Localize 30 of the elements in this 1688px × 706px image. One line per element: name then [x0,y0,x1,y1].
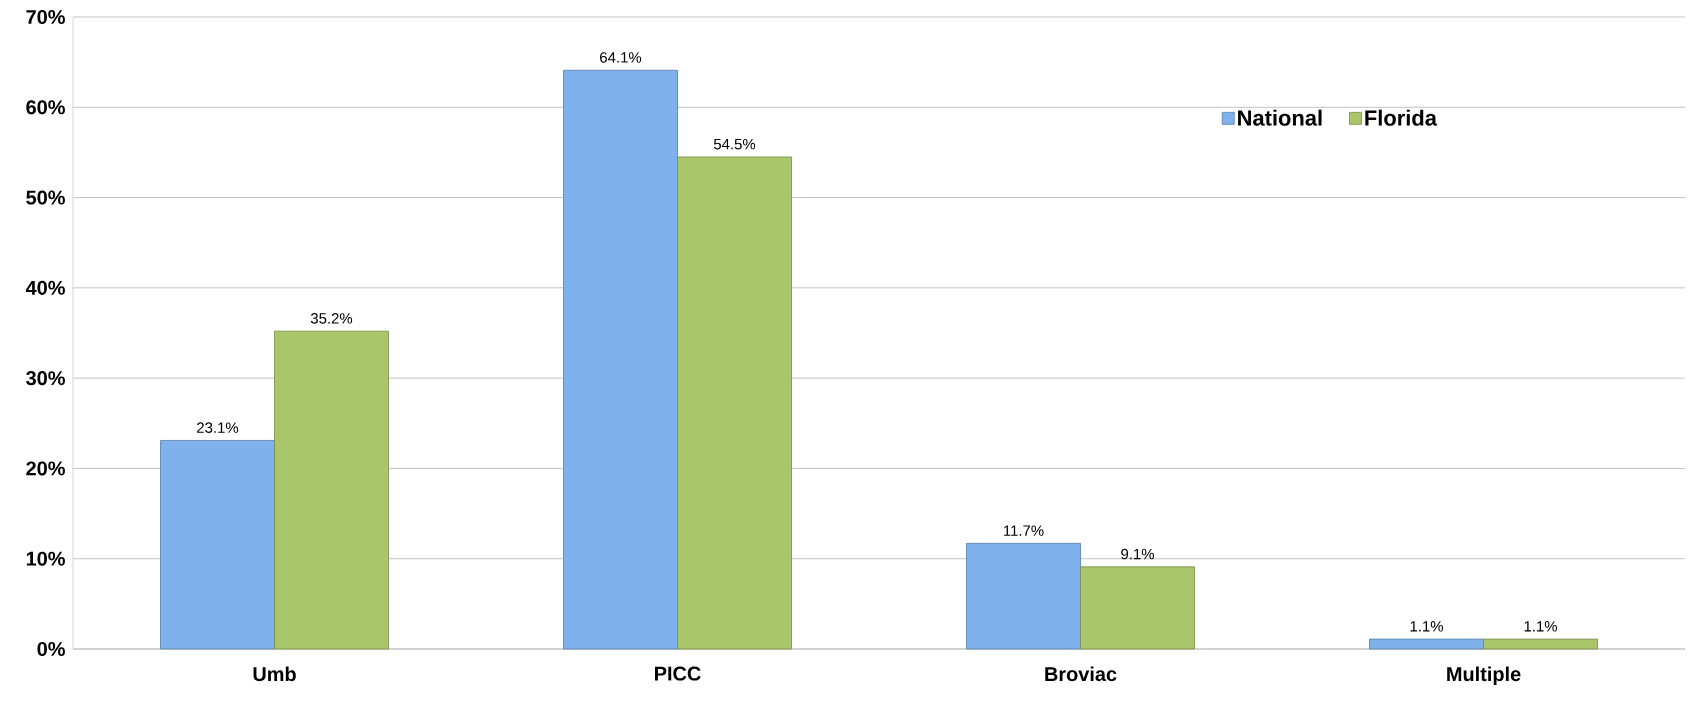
legend-label: Florida [1365,109,1438,126]
data-label: 11.7% [1004,525,1044,536]
y-tick-label: 20% [26,461,65,476]
x-tick-label: PICC [655,666,701,681]
bar [160,440,275,650]
data-label: 9.1% [1121,548,1154,560]
data-label: 35.2% [310,313,353,324]
bar [677,156,792,650]
data-label: 23.1% [197,422,239,433]
bar [1369,638,1484,650]
data-label: 54.5% [713,138,756,150]
y-tick-label: 0% [37,641,65,657]
y-tick-label: 50% [26,190,65,205]
bar [563,69,678,650]
bar [1483,638,1598,650]
y-tick-label: 70% [26,9,65,25]
bar [274,330,389,650]
legend-label: National [1238,109,1322,126]
y-tick-label: 10% [26,551,65,566]
bar [966,542,1081,650]
y-tick-label: 60% [26,100,65,115]
x-tick-label: Umb [253,666,296,682]
x-tick-label: Multiple [1447,666,1521,686]
y-tick-label: 40% [25,280,65,295]
x-tick-label: Broviac [1045,666,1117,682]
bar [1080,566,1195,650]
data-label: 1.1% [1410,621,1444,632]
y-tick-label: 30% [26,371,65,386]
data-label: 1.1% [1524,621,1558,632]
data-label: 64.1% [600,52,642,63]
